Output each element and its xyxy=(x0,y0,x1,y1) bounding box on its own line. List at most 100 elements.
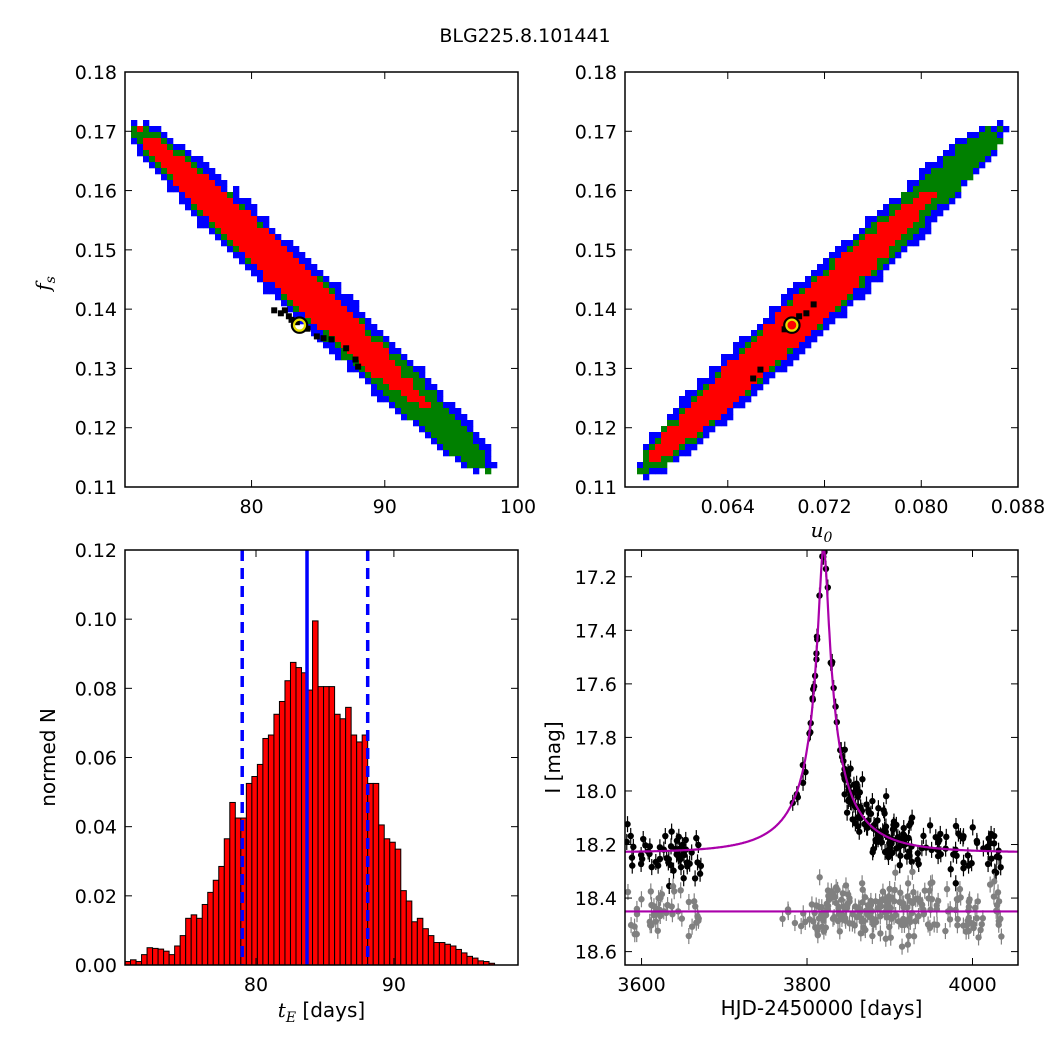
cell-outer xyxy=(745,396,752,403)
cell-inner xyxy=(389,372,396,379)
cell-inner xyxy=(799,312,806,319)
cell-inner xyxy=(185,180,192,187)
cell-outer xyxy=(173,144,180,151)
residual-point xyxy=(892,869,899,876)
cell-mid xyxy=(305,318,312,325)
cell-mid xyxy=(919,186,926,193)
residual-point xyxy=(904,941,912,948)
histogram-bar xyxy=(273,713,280,966)
data-point xyxy=(677,863,685,871)
residual-point xyxy=(668,903,675,910)
cell-inner xyxy=(787,306,794,313)
cell-inner xyxy=(293,258,300,265)
cell-inner xyxy=(871,240,878,247)
cell-inner xyxy=(913,210,920,217)
cell-inner xyxy=(697,426,704,433)
y-axis-label: normed N xyxy=(36,708,60,807)
data-point xyxy=(662,832,669,840)
cell-inner xyxy=(395,372,402,379)
residual-point xyxy=(904,893,911,900)
cell-outer xyxy=(649,432,656,439)
cell-outer xyxy=(131,138,138,145)
cell-mid xyxy=(431,420,438,427)
cell-peak xyxy=(796,313,803,320)
cell-inner xyxy=(287,270,294,277)
cell-inner xyxy=(739,390,746,397)
cell-outer xyxy=(787,288,794,295)
y-tick-label: 0.15 xyxy=(575,240,617,262)
cell-inner xyxy=(853,246,860,253)
cell-outer xyxy=(949,198,956,205)
cell-mid xyxy=(413,378,420,385)
cell-outer xyxy=(137,144,144,151)
cell-inner xyxy=(733,390,740,397)
cell-mid xyxy=(937,192,944,199)
cell-mid xyxy=(371,336,378,343)
residual-point xyxy=(888,913,895,921)
cell-outer xyxy=(245,264,252,271)
data-point xyxy=(920,832,927,840)
cell-inner xyxy=(281,258,288,265)
cell-mid xyxy=(787,300,794,307)
cell-inner xyxy=(263,258,270,265)
data-point xyxy=(637,860,645,868)
cell-mid xyxy=(431,426,438,433)
cell-outer xyxy=(745,336,752,343)
cell-outer xyxy=(841,246,848,253)
histogram-bar xyxy=(422,928,429,966)
cell-inner xyxy=(823,306,830,313)
cell-inner xyxy=(841,282,848,289)
cell-inner xyxy=(739,372,746,379)
residual-point xyxy=(806,916,813,923)
cell-mid xyxy=(395,354,402,361)
cell-mid xyxy=(679,408,686,415)
data-point xyxy=(905,848,913,855)
cell-mid xyxy=(943,156,950,163)
cell-inner xyxy=(263,276,270,283)
data-point xyxy=(887,840,894,848)
cell-inner xyxy=(245,252,252,259)
residual-point xyxy=(859,886,866,893)
figure-title: BLG225.8.101441 xyxy=(439,25,610,47)
cell-inner xyxy=(703,408,710,415)
residual-point xyxy=(797,922,805,930)
cell-outer xyxy=(335,294,342,301)
residual-point xyxy=(816,874,823,881)
cell-inner xyxy=(877,228,884,235)
histogram-bar xyxy=(229,801,236,966)
cell-mid xyxy=(889,210,896,217)
data-point xyxy=(890,824,898,832)
cell-mid xyxy=(383,384,390,391)
cell-inner xyxy=(293,270,300,277)
cell-inner xyxy=(829,282,836,289)
cell-outer xyxy=(191,156,198,163)
cell-mid xyxy=(913,228,920,235)
cell-mid xyxy=(287,300,294,307)
data-point xyxy=(648,863,655,871)
cell-inner xyxy=(673,426,680,433)
data-point xyxy=(993,853,1000,860)
residual-point xyxy=(997,915,1004,923)
cell-inner xyxy=(715,402,722,409)
cell-inner xyxy=(335,300,342,307)
cell-outer xyxy=(479,444,486,451)
cell-inner xyxy=(913,216,920,223)
histogram-bar xyxy=(334,713,341,966)
residual-point xyxy=(979,915,987,922)
cell-inner xyxy=(751,372,758,379)
cell-inner xyxy=(191,198,198,205)
cell-inner xyxy=(389,378,396,385)
cell-inner xyxy=(889,222,896,229)
cell-mid xyxy=(877,264,884,271)
cell-outer xyxy=(919,228,926,235)
cell-outer xyxy=(359,372,366,379)
cell-mid xyxy=(257,222,264,229)
histogram-bar xyxy=(196,917,203,966)
cell-mid xyxy=(877,258,884,265)
data-point xyxy=(856,828,863,835)
data-point xyxy=(625,838,630,846)
cell-inner xyxy=(793,300,800,307)
cell-inner xyxy=(257,234,264,241)
cell-inner xyxy=(383,372,390,379)
cell-outer xyxy=(841,312,848,319)
